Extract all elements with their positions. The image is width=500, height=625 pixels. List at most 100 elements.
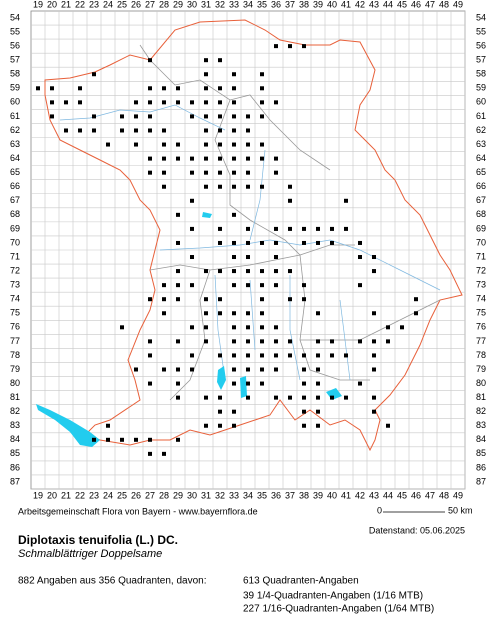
row-label: 67 (476, 195, 486, 205)
occurrence-dot (232, 269, 236, 274)
row-label: 81 (476, 392, 486, 402)
occurrence-dot (246, 311, 250, 316)
occurrence-dot (190, 114, 194, 119)
column-label: 44 (383, 0, 393, 9)
occurrence-dot (148, 381, 152, 386)
row-label: 70 (476, 237, 486, 247)
row-label: 59 (476, 83, 486, 93)
lake-constance (36, 404, 100, 447)
occurrence-dot (218, 184, 222, 189)
occurrence-dot (232, 353, 236, 358)
occurrence-dot (260, 339, 264, 344)
occurrence-dot (274, 353, 278, 358)
column-label: 37 (285, 0, 295, 9)
row-label: 82 (10, 406, 20, 416)
occurrence-dot (232, 325, 236, 330)
column-label: 42 (355, 490, 365, 500)
occurrence-dot (246, 255, 250, 260)
row-label: 61 (10, 111, 20, 121)
occurrence-dot (316, 409, 320, 414)
occurrence-dot (120, 437, 124, 442)
occurrence-dot (358, 381, 362, 386)
row-label: 85 (10, 448, 20, 458)
column-label: 40 (327, 490, 337, 500)
row-label: 54 (476, 12, 486, 22)
occurrence-dot (148, 451, 152, 456)
occurrence-dot (148, 170, 152, 175)
occurrence-dot (204, 128, 208, 133)
column-label: 48 (439, 490, 449, 500)
column-label: 49 (453, 0, 463, 9)
column-label: 28 (159, 0, 169, 9)
row-label: 60 (10, 97, 20, 107)
occurrence-dot (260, 269, 264, 274)
occurrence-dot (260, 100, 264, 105)
column-label: 29 (173, 0, 183, 9)
column-label: 46 (411, 0, 421, 9)
occurrence-dot (316, 367, 320, 372)
row-label: 71 (476, 251, 486, 261)
occurrence-dot (204, 100, 208, 105)
occurrence-dot (232, 114, 236, 119)
row-label: 86 (476, 462, 486, 472)
row-label: 56 (10, 40, 20, 50)
occurrence-dot (204, 423, 208, 428)
occurrence-dot (344, 226, 348, 231)
row-label: 75 (476, 308, 486, 318)
summary-line: 613 Quadranten-Angaben (243, 576, 359, 587)
occurrence-dot (358, 339, 362, 344)
occurrence-dot (232, 240, 236, 245)
occurrence-dot (218, 58, 222, 63)
date: Datenstand: 05.06.2025 (369, 525, 465, 535)
occurrence-dot (288, 395, 292, 400)
column-label: 47 (425, 490, 435, 500)
occurrence-dot (246, 353, 250, 358)
occurrence-dot (218, 240, 222, 245)
occurrence-dot (218, 170, 222, 175)
occurrence-dot (176, 142, 180, 147)
column-label: 21 (61, 490, 71, 500)
occurrence-dot (176, 339, 180, 344)
occurrence-dot (162, 170, 166, 175)
occurrence-dot (148, 128, 152, 133)
occurrence-dot (218, 86, 222, 91)
occurrence-dot (190, 283, 194, 288)
occurrence-dot (246, 128, 250, 133)
occurrence-dot (260, 86, 264, 91)
column-label: 29 (173, 490, 183, 500)
occurrence-dot (386, 339, 390, 344)
row-label: 66 (10, 181, 20, 191)
occurrence-dot (218, 269, 222, 274)
scale-end: 50 km (448, 505, 473, 515)
row-label: 67 (10, 195, 20, 205)
occurrence-dot (218, 128, 222, 133)
species-name: Diplotaxis tenuifolia (L.) DC. (18, 533, 178, 547)
row-label: 58 (10, 69, 20, 79)
occurrence-dot (148, 86, 152, 91)
column-label: 23 (89, 490, 99, 500)
occurrence-dot (316, 423, 320, 428)
column-label: 38 (299, 490, 309, 500)
occurrence-dot (162, 156, 166, 161)
occurrence-dot (372, 269, 376, 274)
column-label: 26 (131, 490, 141, 500)
occurrence-dot (274, 395, 278, 400)
occurrence-dot (316, 240, 320, 245)
occurrence-dot (162, 311, 166, 316)
occurrence-dot (302, 226, 306, 231)
occurrence-dot (232, 367, 236, 372)
column-label: 38 (299, 0, 309, 9)
column-label: 34 (243, 0, 253, 9)
occurrence-dot (50, 114, 54, 119)
occurrence-dot (302, 283, 306, 288)
scale-start: 0 (377, 505, 382, 515)
row-label: 80 (10, 378, 20, 388)
column-label: 39 (313, 0, 323, 9)
occurrence-dot (204, 72, 208, 77)
occurrence-dot (148, 353, 152, 358)
occurrence-dot (302, 353, 306, 358)
occurrence-dot (232, 156, 236, 161)
occurrence-dot (316, 339, 320, 344)
occurrence-dot (148, 297, 152, 302)
occurrence-dot (204, 156, 208, 161)
